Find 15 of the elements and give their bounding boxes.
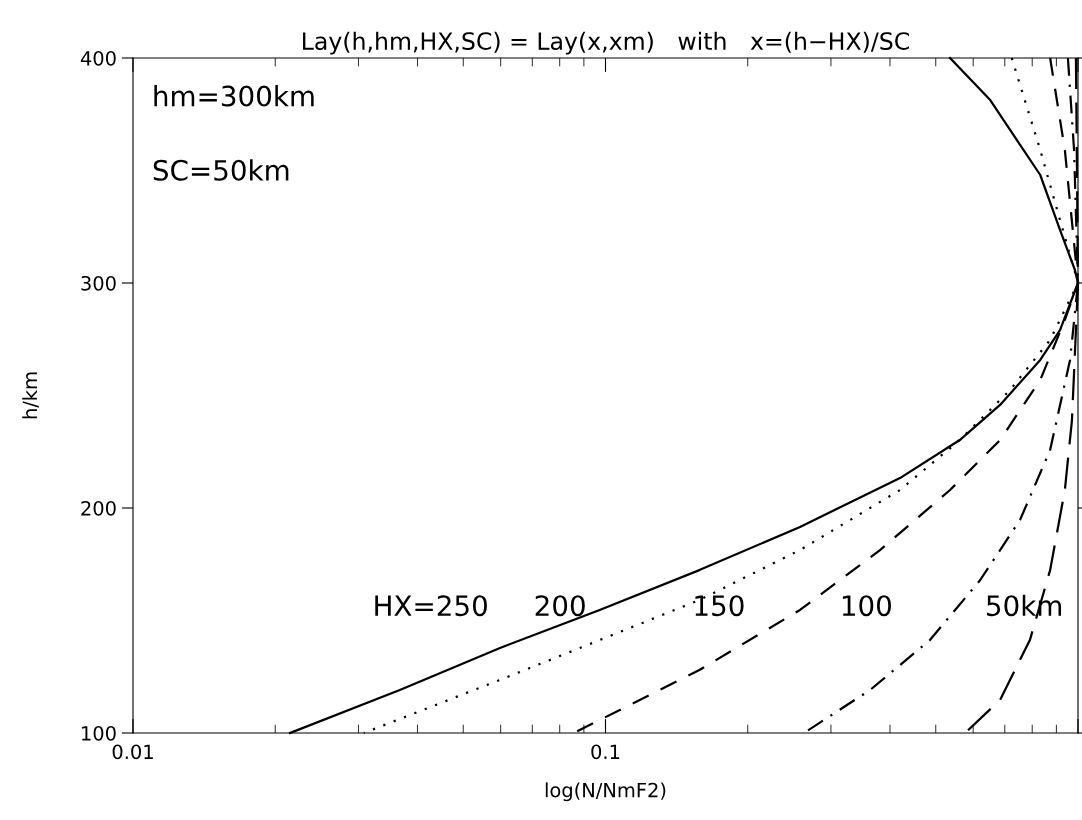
x-tick-label: 0.01 <box>112 744 153 760</box>
annotation: hm=300km <box>154 85 314 107</box>
y-tick-label: 200 <box>81 500 116 516</box>
annotation: 200 <box>535 595 585 617</box>
x-tick-label: 0.1 <box>591 744 620 760</box>
chart-title: Lay(h,hm,HX,SC) = Lay(x,xm) with x=(h−HX)/SC <box>303 31 909 55</box>
annotation: 100 <box>842 595 891 617</box>
annotation: SC=50km <box>153 159 289 181</box>
y-tick-label: 300 <box>81 275 116 291</box>
y-axis-title: h/km <box>22 372 39 419</box>
annotation: HX=250 <box>375 595 487 617</box>
y-tick-label: 400 <box>80 50 116 66</box>
annotation: 150 <box>695 595 744 617</box>
x-axis-title: log(N/NmF2) <box>545 782 666 802</box>
y-tick-label: 100 <box>82 725 116 741</box>
